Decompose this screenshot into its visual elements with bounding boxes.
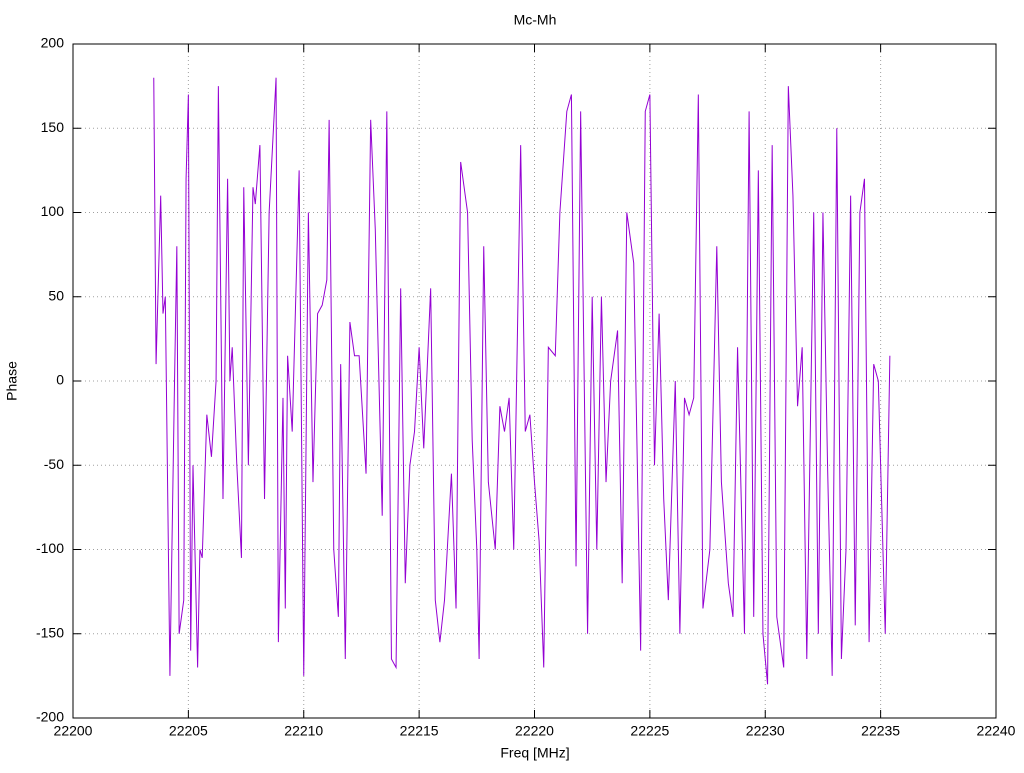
x-tick-label: 22235 xyxy=(861,723,900,739)
y-tick-label: -200 xyxy=(36,709,64,725)
x-tick-label: 22240 xyxy=(977,723,1016,739)
y-tick-label: -150 xyxy=(36,624,64,640)
x-axis-label: Freq [MHz] xyxy=(500,745,569,761)
x-tick-label: 22210 xyxy=(284,723,323,739)
x-tick-label: 22220 xyxy=(515,723,554,739)
chart-title: Mc-Mh xyxy=(514,12,557,28)
x-tick-label: 22215 xyxy=(400,723,439,739)
y-axis-label: Phase xyxy=(4,361,20,401)
y-tick-label: 0 xyxy=(56,372,64,388)
y-tick-label: -50 xyxy=(44,456,64,472)
plot-border xyxy=(72,43,997,719)
y-tick-label: 200 xyxy=(41,35,65,51)
y-tick-label: 50 xyxy=(48,287,64,303)
x-tick-label: 22205 xyxy=(169,723,208,739)
x-tick-label: 22230 xyxy=(746,723,785,739)
y-tick-label: -100 xyxy=(36,540,64,556)
y-tick-label: 100 xyxy=(41,203,65,219)
x-tick-label: 22200 xyxy=(54,723,93,739)
data-line xyxy=(153,77,891,685)
x-tick-label: 22225 xyxy=(630,723,669,739)
y-tick-label: 150 xyxy=(41,119,65,135)
